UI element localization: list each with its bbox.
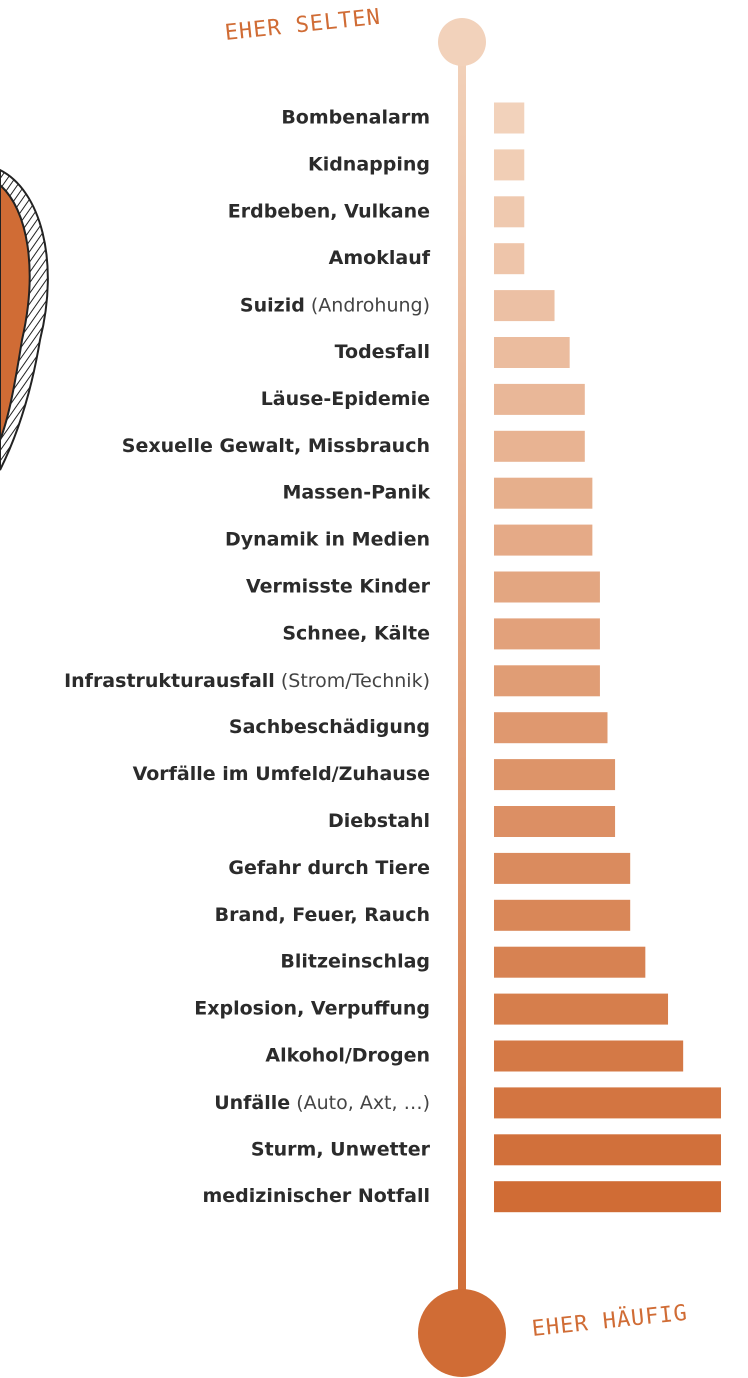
bar <box>494 1087 721 1118</box>
category-label: Sturm, Unwetter <box>251 1138 431 1160</box>
category-label: Dynamik in Medien <box>225 529 430 551</box>
bar <box>494 712 608 743</box>
scale-stem <box>458 42 466 1332</box>
bar <box>494 947 645 978</box>
bar <box>494 384 585 415</box>
bar <box>494 149 524 180</box>
category-label: Infrastrukturausfall (Strom/Technik) <box>64 669 430 691</box>
category-label: Diebstahl <box>328 810 430 832</box>
bar <box>494 1134 721 1165</box>
category-label: Explosion, Verpuffung <box>194 998 430 1020</box>
bar <box>494 525 592 556</box>
chart: EHER SELTEN EHER HÄUFIG Bombenalarm Kidna… <box>0 0 748 1378</box>
bar <box>494 1181 721 1212</box>
category-label: Alkohol/Drogen <box>265 1045 430 1067</box>
bar <box>494 1041 683 1072</box>
bar <box>494 618 600 649</box>
bar <box>494 665 600 696</box>
category-label: Amoklauf <box>329 247 431 269</box>
annotation-top: EHER SELTEN <box>224 5 382 46</box>
annotation-bottom: EHER HÄUFIG <box>531 1300 690 1342</box>
category-label: Todesfall <box>335 341 430 363</box>
category-label: Vorfälle im Umfeld/Zuhause <box>133 763 430 785</box>
category-label: Massen-Panik <box>282 482 430 504</box>
category-label: Blitzeinschlag <box>280 951 430 973</box>
category-label: Vermisste Kinder <box>246 576 431 598</box>
category-label: Läuse-Epidemie <box>261 388 430 410</box>
bar <box>494 290 555 321</box>
category-label: Suizid (Androhung) <box>240 294 430 316</box>
bar <box>494 900 630 931</box>
decoration <box>0 170 48 470</box>
bar <box>494 994 668 1025</box>
bar <box>494 478 592 509</box>
category-label: Brand, Feuer, Rauch <box>215 904 430 926</box>
top-dot <box>438 18 486 66</box>
category-label: Schnee, Kälte <box>282 622 430 644</box>
category-label: Erdbeben, Vulkane <box>228 200 430 222</box>
bar <box>494 196 524 227</box>
bottom-dot <box>418 1289 506 1377</box>
category-label: medizinischer Notfall <box>202 1185 430 1207</box>
bar <box>494 337 570 368</box>
bar <box>494 759 615 790</box>
category-label: Gefahr durch Tiere <box>228 857 430 879</box>
bar <box>494 103 524 134</box>
category-label: Sachbeschädigung <box>229 716 430 738</box>
bar <box>494 431 585 462</box>
category-label: Kidnapping <box>308 153 430 175</box>
category-label: Unfälle (Auto, Axt, …) <box>214 1091 430 1113</box>
bar <box>494 243 524 274</box>
bar <box>494 853 630 884</box>
bar <box>494 806 615 837</box>
bar <box>494 572 600 603</box>
category-label: Bombenalarm <box>281 107 430 129</box>
category-label: Sexuelle Gewalt, Missbrauch <box>122 435 430 457</box>
